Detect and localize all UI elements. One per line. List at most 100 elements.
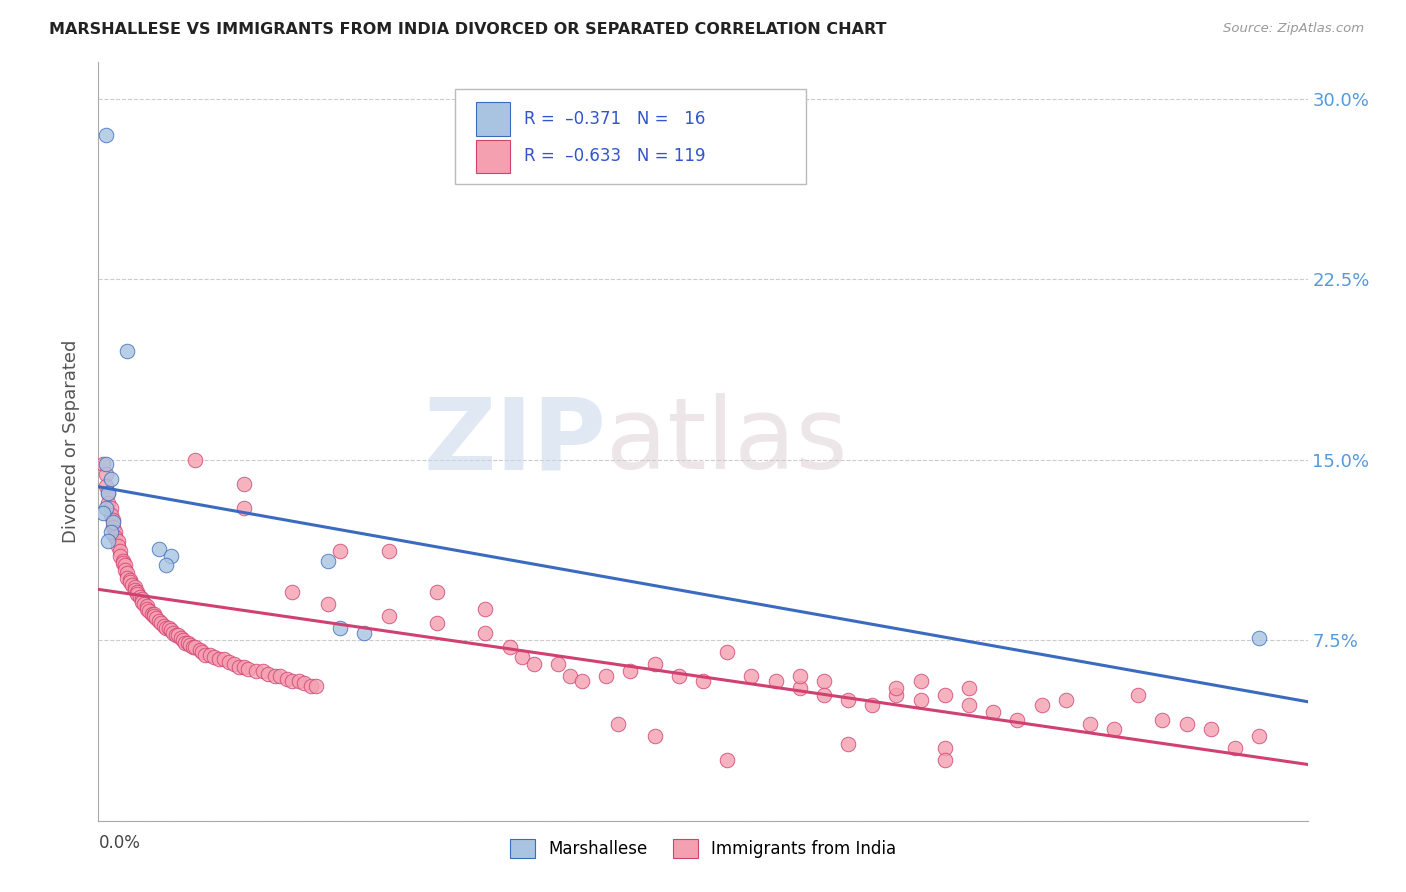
Point [222, 657, 245, 672]
Point [114, 563, 136, 577]
Point [218, 655, 240, 669]
Point [127, 585, 149, 599]
Point [121, 578, 143, 592]
Point [94, 128, 117, 142]
Point [558, 669, 581, 683]
Point [108, 549, 131, 563]
Point [127, 587, 149, 601]
Point [134, 597, 156, 611]
Text: MARSHALLESE VS IMMIGRANTS FROM INDIA DIVORCED OR SEPARATED CORRELATION CHART: MARSHALLESE VS IMMIGRANTS FROM INDIA DIV… [49, 22, 887, 37]
FancyBboxPatch shape [475, 140, 509, 173]
Point [91, 458, 114, 472]
Point [353, 626, 375, 640]
Point [191, 645, 214, 659]
Point [474, 602, 496, 616]
Point [150, 616, 173, 631]
Point [668, 669, 690, 683]
Point [305, 679, 328, 693]
Point [547, 657, 569, 672]
Point [619, 665, 641, 679]
Point [1007, 713, 1029, 727]
Point [299, 679, 322, 693]
Point [184, 452, 207, 467]
Point [135, 599, 157, 614]
Point [316, 554, 339, 568]
Point [1152, 713, 1174, 727]
Point [789, 669, 811, 683]
Point [167, 628, 190, 642]
Point [238, 662, 260, 676]
Point [232, 500, 254, 515]
Point [188, 642, 211, 657]
Point [94, 458, 117, 472]
Point [100, 508, 122, 522]
Point [101, 513, 124, 527]
Point [177, 635, 200, 649]
Point [160, 624, 183, 638]
Point [165, 628, 187, 642]
Point [264, 669, 287, 683]
Point [957, 681, 980, 696]
Point [107, 539, 129, 553]
Point [813, 689, 835, 703]
Point [1249, 730, 1271, 744]
Point [198, 648, 221, 662]
Point [145, 611, 167, 625]
Point [957, 698, 980, 712]
Point [111, 556, 134, 570]
Point [94, 479, 117, 493]
Point [644, 730, 666, 744]
Point [100, 524, 122, 539]
Point [740, 669, 762, 683]
Point [232, 476, 254, 491]
Point [716, 645, 738, 659]
Point [329, 544, 352, 558]
Point [232, 659, 254, 673]
Point [169, 631, 191, 645]
Point [276, 672, 298, 686]
Point [94, 500, 117, 515]
Point [510, 650, 533, 665]
Point [377, 544, 399, 558]
Point [245, 665, 267, 679]
Text: R =  –0.633   N = 119: R = –0.633 N = 119 [524, 147, 706, 165]
Point [813, 673, 835, 688]
Point [498, 640, 520, 655]
Point [252, 665, 274, 679]
Point [97, 486, 120, 500]
Point [934, 741, 956, 756]
Point [157, 621, 180, 635]
Point [1223, 741, 1246, 756]
Point [910, 673, 932, 688]
Text: atlas: atlas [606, 393, 848, 490]
Point [107, 534, 129, 549]
Point [837, 737, 859, 751]
Point [104, 530, 127, 544]
Point [172, 633, 194, 648]
Point [1199, 722, 1222, 736]
Point [716, 754, 738, 768]
Point [94, 467, 117, 481]
Point [148, 541, 170, 556]
Point [281, 585, 304, 599]
Point [162, 626, 184, 640]
Point [160, 549, 183, 563]
Point [269, 669, 291, 683]
Point [141, 607, 163, 621]
Point [118, 575, 141, 590]
Point [152, 618, 174, 632]
Point [118, 573, 141, 587]
Point [329, 621, 352, 635]
Point [212, 652, 235, 666]
Point [292, 676, 315, 690]
Point [426, 616, 449, 631]
Point [97, 534, 120, 549]
Point [981, 706, 1004, 720]
Point [179, 638, 201, 652]
Text: R =  –0.371   N =   16: R = –0.371 N = 16 [524, 110, 706, 128]
Point [910, 693, 932, 707]
Point [100, 472, 122, 486]
Point [886, 681, 908, 696]
Point [111, 554, 134, 568]
Point [1031, 698, 1053, 712]
